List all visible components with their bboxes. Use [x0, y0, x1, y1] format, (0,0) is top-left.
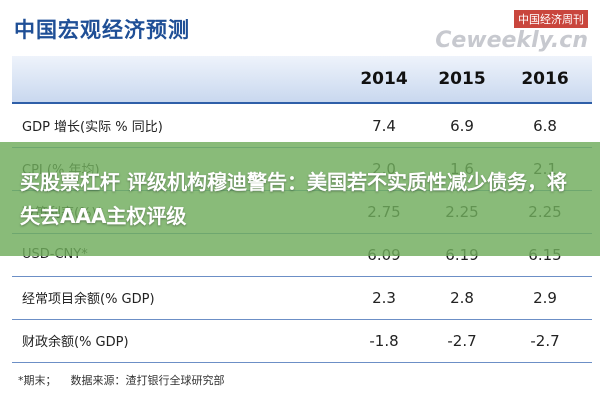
column-header: 2015 [438, 69, 486, 89]
cell-value: -2.7 [447, 331, 477, 350]
header-row: 2014 2015 2016 [12, 56, 592, 104]
row-label: GDP 增长(实际 % 同比) [22, 120, 163, 135]
watermark-cn: 中国经济周刊 [514, 10, 588, 28]
title: 中国宏观经济预测 [14, 18, 190, 42]
cell-value: 2.8 [450, 288, 474, 307]
watermark: 中国经济周刊 Ceweekly.cn [435, 8, 588, 53]
row-label: 财政余额(% GDP) [22, 335, 129, 350]
column-header: 2016 [521, 69, 569, 89]
table-row: 经常项目余额(% GDP) 2.3 2.8 2.9 [12, 276, 592, 320]
cell-value: 7.4 [372, 116, 396, 135]
cell-value: -2.7 [530, 331, 560, 350]
table-row: 财政余额(% GDP) -1.8 -2.7 -2.7 [12, 319, 592, 363]
row-label: 经常项目余额(% GDP) [22, 292, 155, 307]
cell-value: 2.9 [533, 288, 557, 307]
cell-value: -1.8 [369, 331, 399, 350]
column-header: 2014 [360, 69, 408, 89]
cell-value: 6.9 [450, 116, 474, 135]
watermark-en: Ceweekly.cn [435, 28, 588, 53]
banner: 买股票杠杆 评级机构穆迪警告：美国若不实质性减少债务，将失去AAA主权评级 [0, 142, 600, 256]
banner-text: 买股票杠杆 评级机构穆迪警告：美国若不实质性减少债务，将失去AAA主权评级 [20, 170, 567, 228]
footnote: *期末； 数据来源：渣打银行全球研究部 [18, 374, 225, 387]
cell-value: 6.8 [533, 116, 557, 135]
cell-value: 2.3 [372, 288, 396, 307]
